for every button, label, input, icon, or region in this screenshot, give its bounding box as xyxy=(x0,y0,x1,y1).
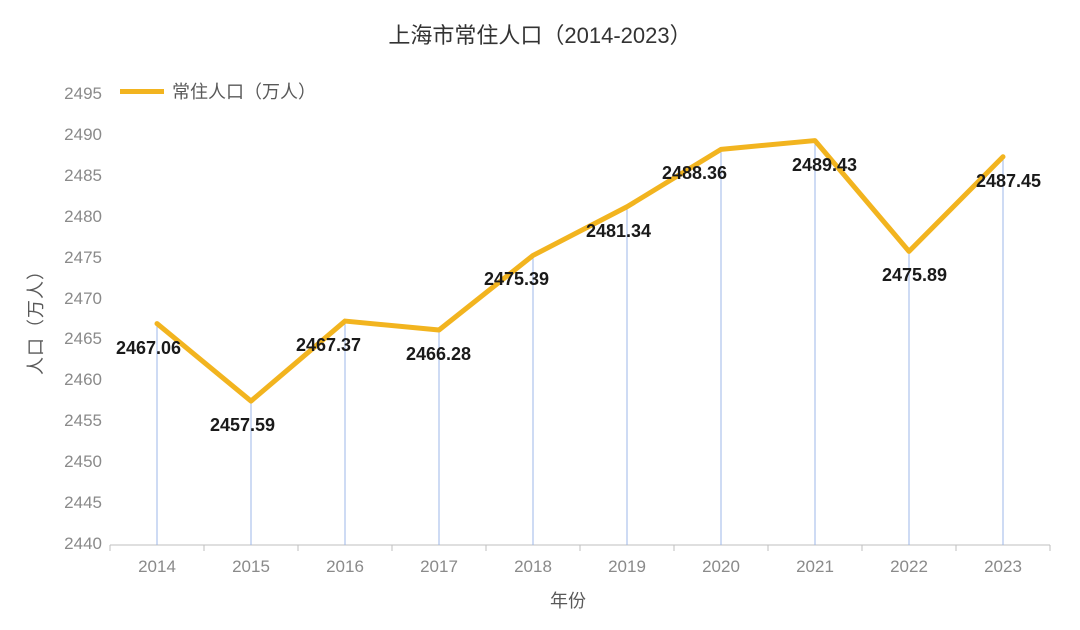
x-tick-label: 2015 xyxy=(221,557,281,577)
data-point-label: 2467.06 xyxy=(116,338,181,359)
data-point-label: 2467.37 xyxy=(296,335,361,356)
y-tick-label: 2485 xyxy=(64,166,102,186)
x-tick-label: 2019 xyxy=(597,557,657,577)
x-tick-label: 2017 xyxy=(409,557,469,577)
data-point-label: 2475.39 xyxy=(484,269,549,290)
y-tick-label: 2460 xyxy=(64,370,102,390)
x-tick-label: 2020 xyxy=(691,557,751,577)
y-tick-label: 2475 xyxy=(64,248,102,268)
chart-container: 上海市常住人口（2014-2023） 常住人口（万人） 人口（万人） 年份 24… xyxy=(0,0,1080,630)
data-point-label: 2466.28 xyxy=(406,344,471,365)
x-tick-label: 2023 xyxy=(973,557,1033,577)
y-tick-label: 2495 xyxy=(64,84,102,104)
data-point-label: 2457.59 xyxy=(210,415,275,436)
y-tick-label: 2445 xyxy=(64,493,102,513)
y-tick-label: 2450 xyxy=(64,452,102,472)
x-tick-label: 2016 xyxy=(315,557,375,577)
y-tick-label: 2455 xyxy=(64,411,102,431)
y-tick-label: 2465 xyxy=(64,329,102,349)
y-tick-label: 2440 xyxy=(64,534,102,554)
data-point-label: 2481.34 xyxy=(586,221,651,242)
data-point-label: 2489.43 xyxy=(792,155,857,176)
data-point-label: 2488.36 xyxy=(662,163,727,184)
y-tick-label: 2490 xyxy=(64,125,102,145)
data-point-label: 2487.45 xyxy=(976,171,1041,192)
data-point-label: 2475.89 xyxy=(882,265,947,286)
x-tick-label: 2014 xyxy=(127,557,187,577)
y-tick-label: 2470 xyxy=(64,289,102,309)
x-tick-label: 2021 xyxy=(785,557,845,577)
x-tick-label: 2018 xyxy=(503,557,563,577)
y-tick-label: 2480 xyxy=(64,207,102,227)
x-tick-label: 2022 xyxy=(879,557,939,577)
plot-svg xyxy=(0,0,1080,630)
